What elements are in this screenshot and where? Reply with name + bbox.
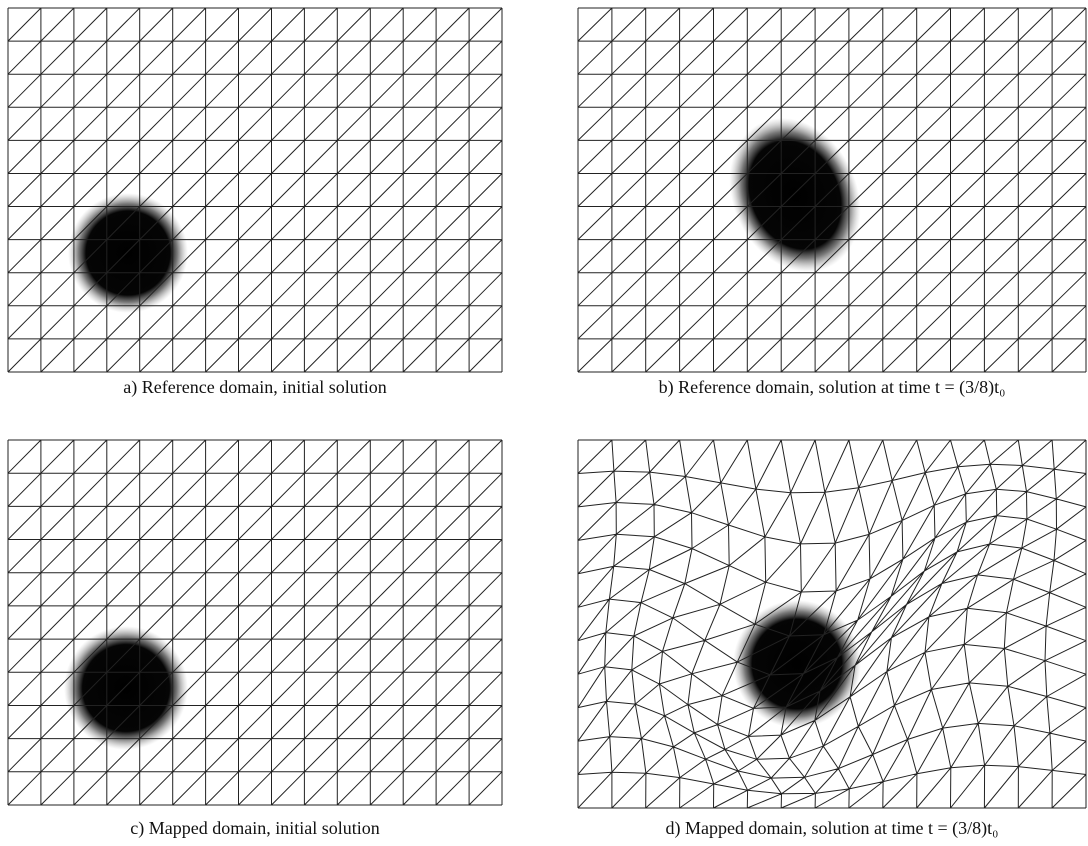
caption: c) Mapped domain, initial solution — [130, 818, 379, 839]
caption: d) Mapped domain, solution at time t = (… — [666, 818, 999, 839]
panel-b: b) Reference domain, solution at time t … — [577, 7, 1087, 398]
mesh — [7, 7, 503, 373]
solution-blob — [68, 193, 188, 313]
solution-blob — [729, 117, 861, 273]
mesh — [7, 439, 503, 806]
caption: a) Reference domain, initial solution — [123, 377, 386, 398]
mesh — [577, 439, 1087, 809]
mesh — [577, 7, 1087, 373]
panel-a: a) Reference domain, initial solution — [7, 7, 503, 398]
caption: b) Reference domain, solution at time t … — [659, 377, 1006, 398]
solution-blob — [64, 626, 188, 750]
panel-c: c) Mapped domain, initial solution — [7, 439, 503, 839]
panel-d: d) Mapped domain, solution at time t = (… — [577, 439, 1087, 839]
